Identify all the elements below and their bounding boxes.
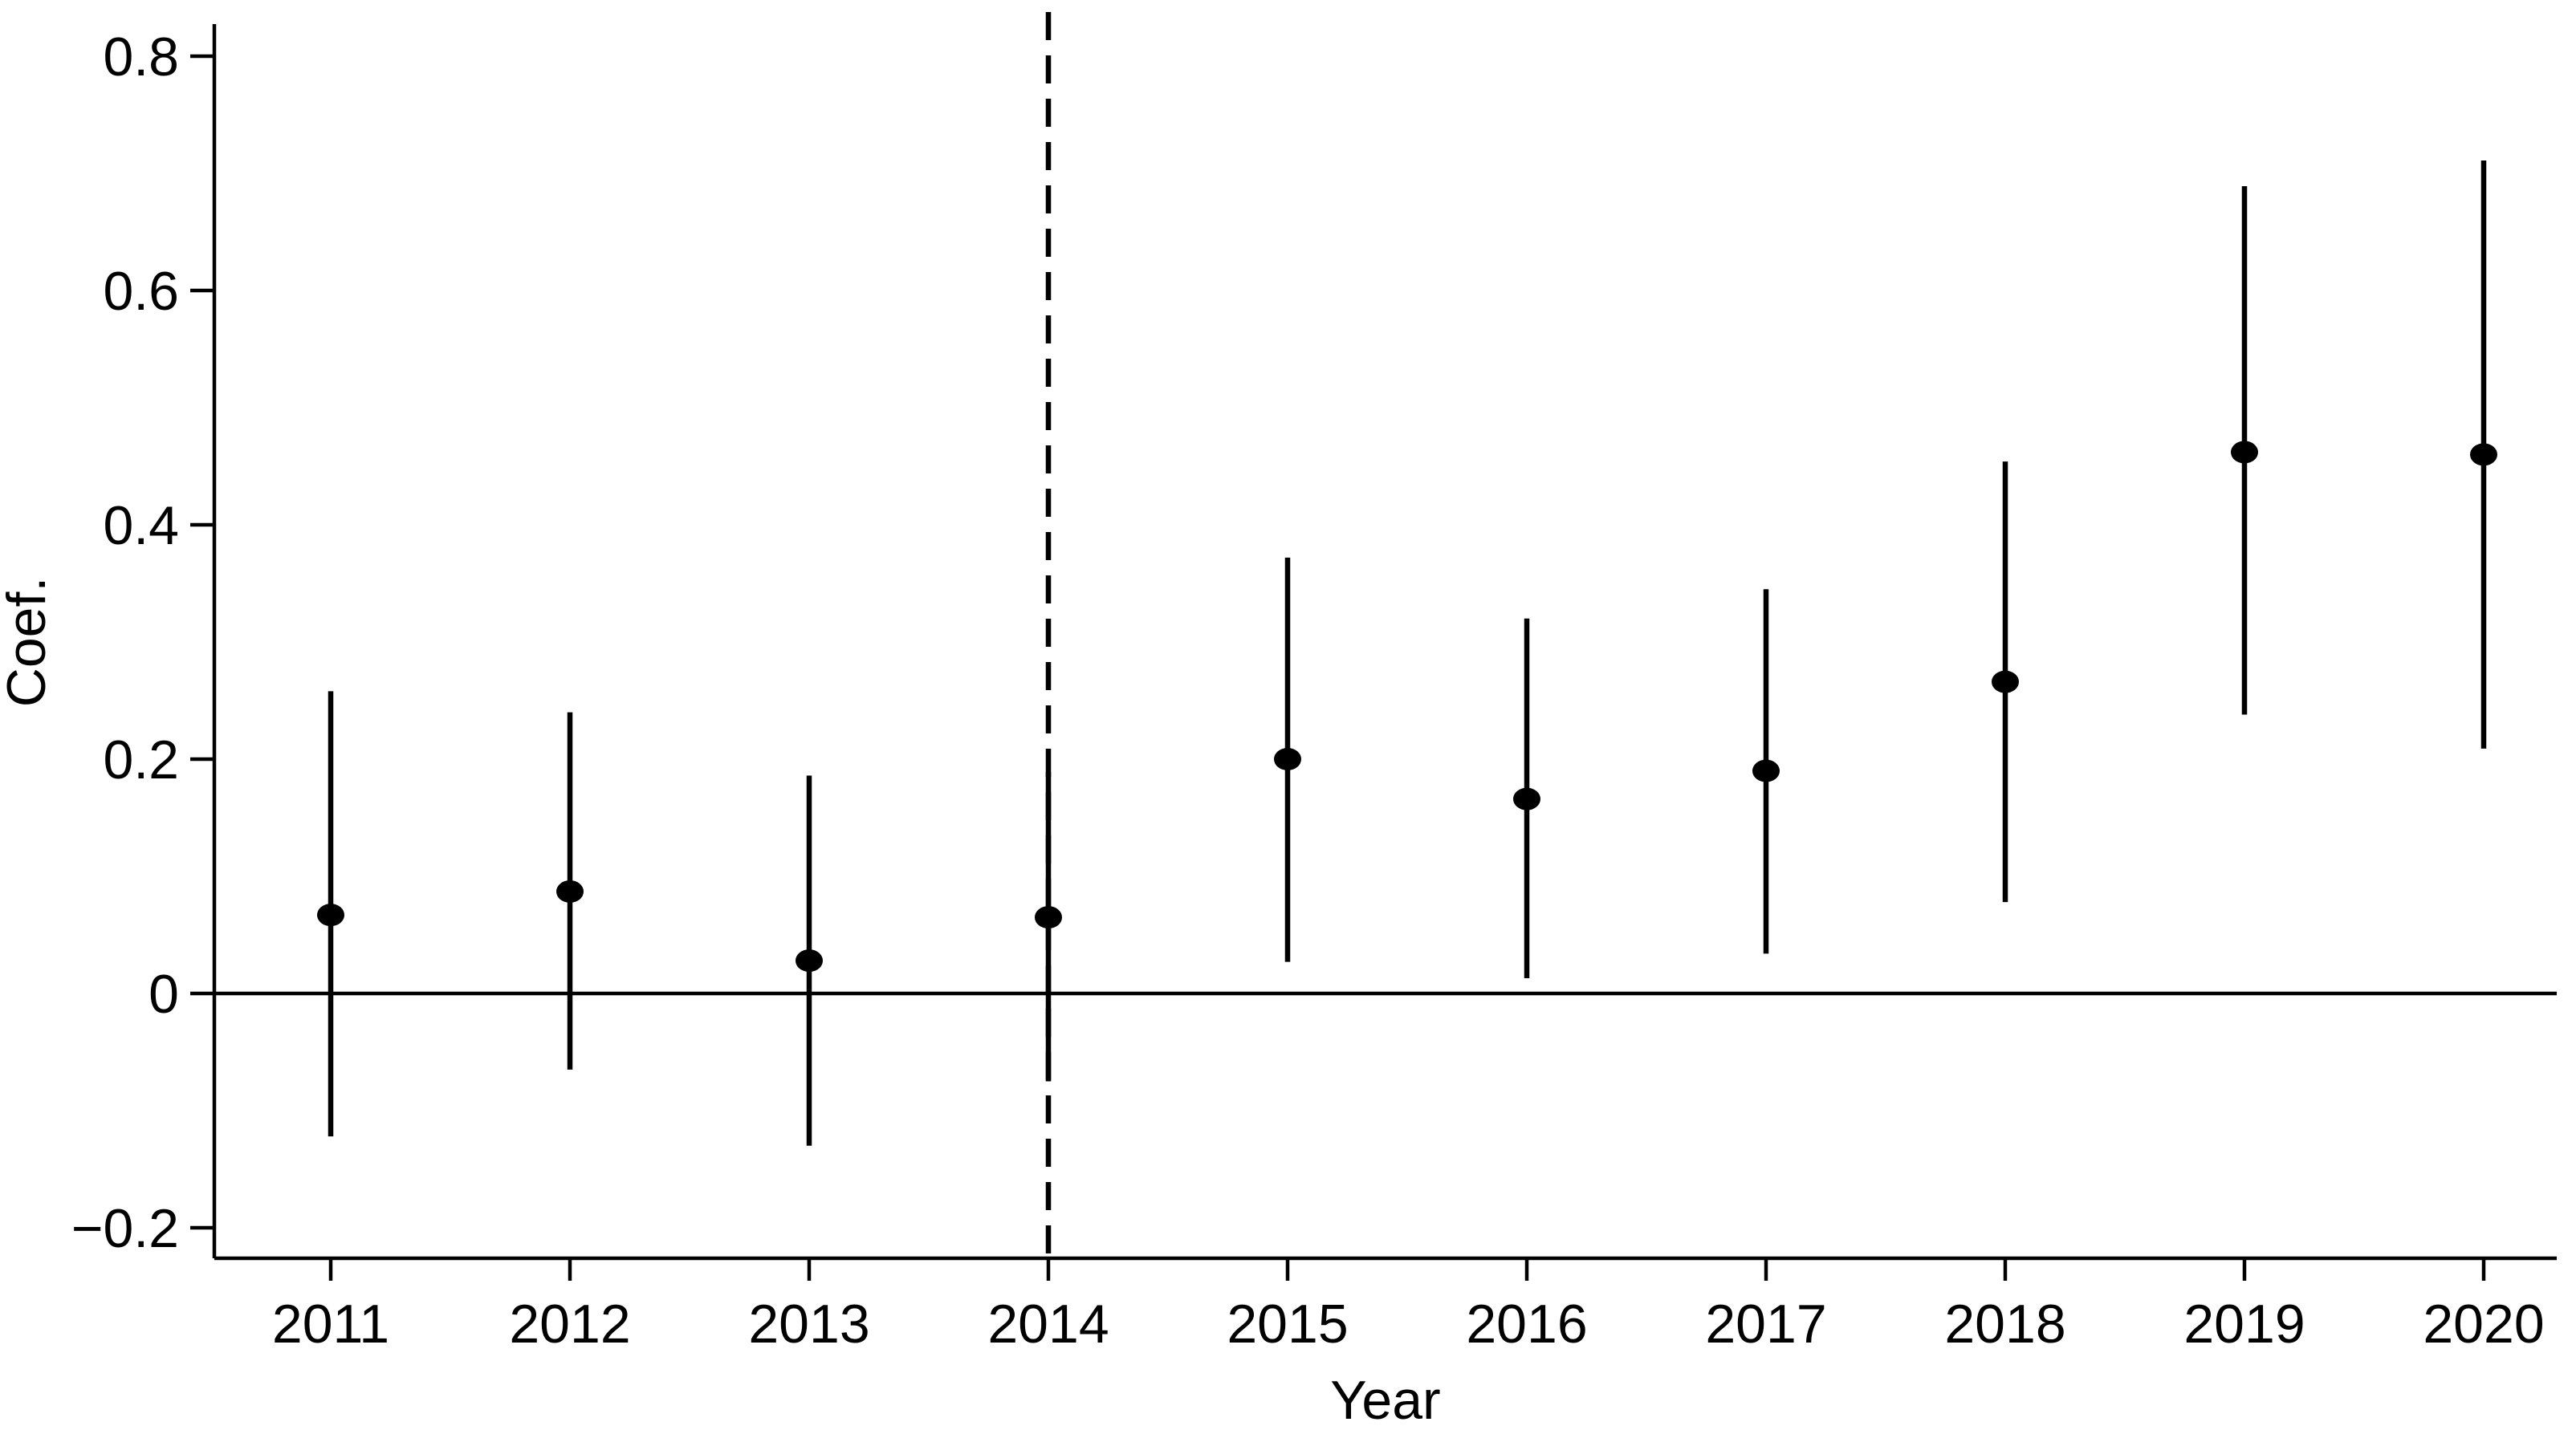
y-tick-label-0: 0: [149, 964, 179, 1025]
x-tick-label-2015: 2015: [1227, 1294, 1348, 1355]
y-tick-label-0.4: 0.4: [103, 495, 179, 556]
coef-point-2016: [1513, 787, 1540, 810]
coef-point-2013: [796, 949, 823, 973]
ci-lines-layer: [328, 160, 2487, 1146]
axes-layer: [190, 24, 2557, 1281]
x-tick-label-2011: 2011: [272, 1294, 389, 1355]
y-tick-label-0.6: 0.6: [103, 261, 179, 322]
coef-point-2019: [2231, 441, 2258, 464]
y-tick-label-−0.2: −0.2: [71, 1198, 179, 1259]
coef-point-2011: [317, 904, 344, 927]
coef-point-2020: [2470, 443, 2497, 466]
x-tick-label-2014: 2014: [987, 1294, 1109, 1355]
coef-point-2015: [1274, 748, 1301, 770]
tick-labels-layer: −0.2 0 0.2 0.4 0.6 0.8 2011 2012 2013 2014 2015 201…: [71, 26, 2545, 1355]
coef-point-2018: [1992, 670, 2019, 693]
x-tick-label-2017: 2017: [1705, 1294, 1826, 1355]
x-tick-label-2016: 2016: [1466, 1294, 1587, 1355]
coef-point-2017: [1752, 759, 1780, 782]
reference-lines-layer: [214, 12, 2557, 1258]
x-tick-label-2012: 2012: [509, 1294, 630, 1355]
markers-layer: [317, 441, 2497, 973]
x-axis-title: Year: [1330, 1370, 1440, 1430]
coef-point-2014: [1035, 906, 1062, 929]
x-tick-label-2013: 2013: [748, 1294, 869, 1355]
y-axis-title: Coef.: [0, 577, 57, 708]
x-tick-label-2020: 2020: [2423, 1294, 2544, 1355]
y-tick-label-0.8: 0.8: [103, 26, 179, 87]
x-tick-label-2018: 2018: [1944, 1294, 2065, 1355]
coef-point-2012: [556, 880, 584, 903]
x-tick-label-2019: 2019: [2183, 1294, 2305, 1355]
y-tick-label-0.2: 0.2: [103, 729, 179, 790]
